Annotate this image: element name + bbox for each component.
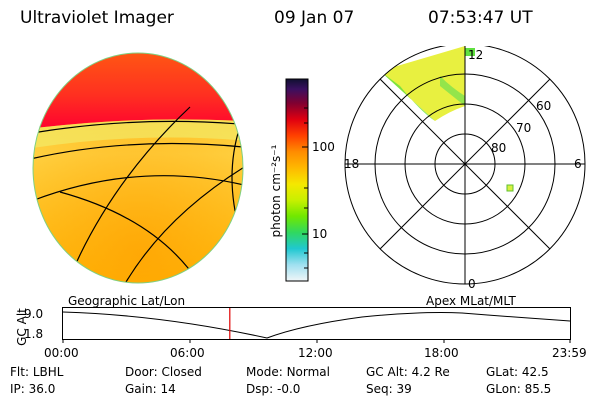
info-gain: Gain: 14 xyxy=(125,382,176,396)
info-seq-value: 39 xyxy=(396,382,412,396)
info-glon-label: GLon: xyxy=(486,382,521,396)
info-ip-label: IP: xyxy=(10,382,25,396)
geographic-image xyxy=(32,52,244,284)
lat-label-70: 70 xyxy=(516,121,531,135)
info-ip-value: 36.0 xyxy=(28,382,56,396)
info-glat: GLat: 42.5 xyxy=(486,365,549,379)
info-dsp-value: -0.0 xyxy=(276,382,301,396)
altitude-ytick-max: 9.0 xyxy=(24,307,44,321)
info-dsp: Dsp: -0.0 xyxy=(246,382,300,396)
info-gc-alt: GC Alt: 4.2 Re xyxy=(366,365,450,379)
info-mode-label: Mode: xyxy=(246,365,283,379)
info-mode: Mode: Normal xyxy=(246,365,330,379)
info-glat-label: GLat: xyxy=(486,365,519,379)
info-gc-alt-label: GC Alt: xyxy=(366,365,408,379)
altitude-strip-plot xyxy=(62,307,571,343)
info-flt-label: Flt: xyxy=(10,365,29,379)
lat-label-60: 60 xyxy=(536,99,551,113)
info-glon-value: 85.5 xyxy=(524,382,552,396)
right-panel-caption: Apex MLat/MLT xyxy=(426,294,516,308)
colorbar-tick-label-100: 100 xyxy=(312,140,335,154)
info-gc-alt-value: 4.2 Re xyxy=(411,365,450,379)
altitude-ytick-min: 1.8 xyxy=(24,327,44,341)
info-flt: Flt: LBHL xyxy=(10,365,63,379)
left-panel-caption: Geographic Lat/Lon xyxy=(68,294,186,308)
mlt-label-18: 18 xyxy=(344,157,359,171)
polar-plot: 12 0 18 6 60 70 80 xyxy=(344,46,586,291)
mlt-label-12: 12 xyxy=(468,48,483,62)
info-gain-value: 14 xyxy=(160,382,176,396)
app-title: Ultraviolet Imager xyxy=(20,8,174,28)
info-mode-value: Normal xyxy=(286,365,330,379)
info-door-label: Door: xyxy=(125,365,158,379)
info-glat-value: 42.5 xyxy=(521,365,549,379)
mlt-label-6: 6 xyxy=(574,157,582,171)
date-label: 09 Jan 07 xyxy=(274,8,355,28)
info-seq: Seq: 39 xyxy=(366,382,412,396)
info-gain-label: Gain: xyxy=(125,382,157,396)
info-ip: IP: 36.0 xyxy=(10,382,55,396)
info-flt-value: LBHL xyxy=(32,365,64,379)
info-glon: GLon: 85.5 xyxy=(486,382,551,396)
info-seq-label: Seq: xyxy=(366,382,393,396)
altitude-xtick-1: 06:00 xyxy=(170,346,205,360)
info-door-value: Closed xyxy=(161,365,202,379)
colorbar-unit-label: photon cm⁻²s⁻¹ xyxy=(269,144,283,238)
altitude-xtick-0: 00:00 xyxy=(44,346,79,360)
info-dsp-label: Dsp: xyxy=(246,382,274,396)
mlt-label-0: 0 xyxy=(468,277,476,291)
altitude-xtick-3: 18:00 xyxy=(424,346,459,360)
altitude-xtick-2: 12:00 xyxy=(298,346,333,360)
time-label: 07:53:47 UT xyxy=(428,8,533,28)
colorbar-tick-label-10: 10 xyxy=(312,227,328,241)
altitude-xtick-4: 23:59 xyxy=(552,346,587,360)
lat-label-80: 80 xyxy=(491,141,506,155)
color-bar xyxy=(285,78,309,282)
info-door: Door: Closed xyxy=(125,365,202,379)
